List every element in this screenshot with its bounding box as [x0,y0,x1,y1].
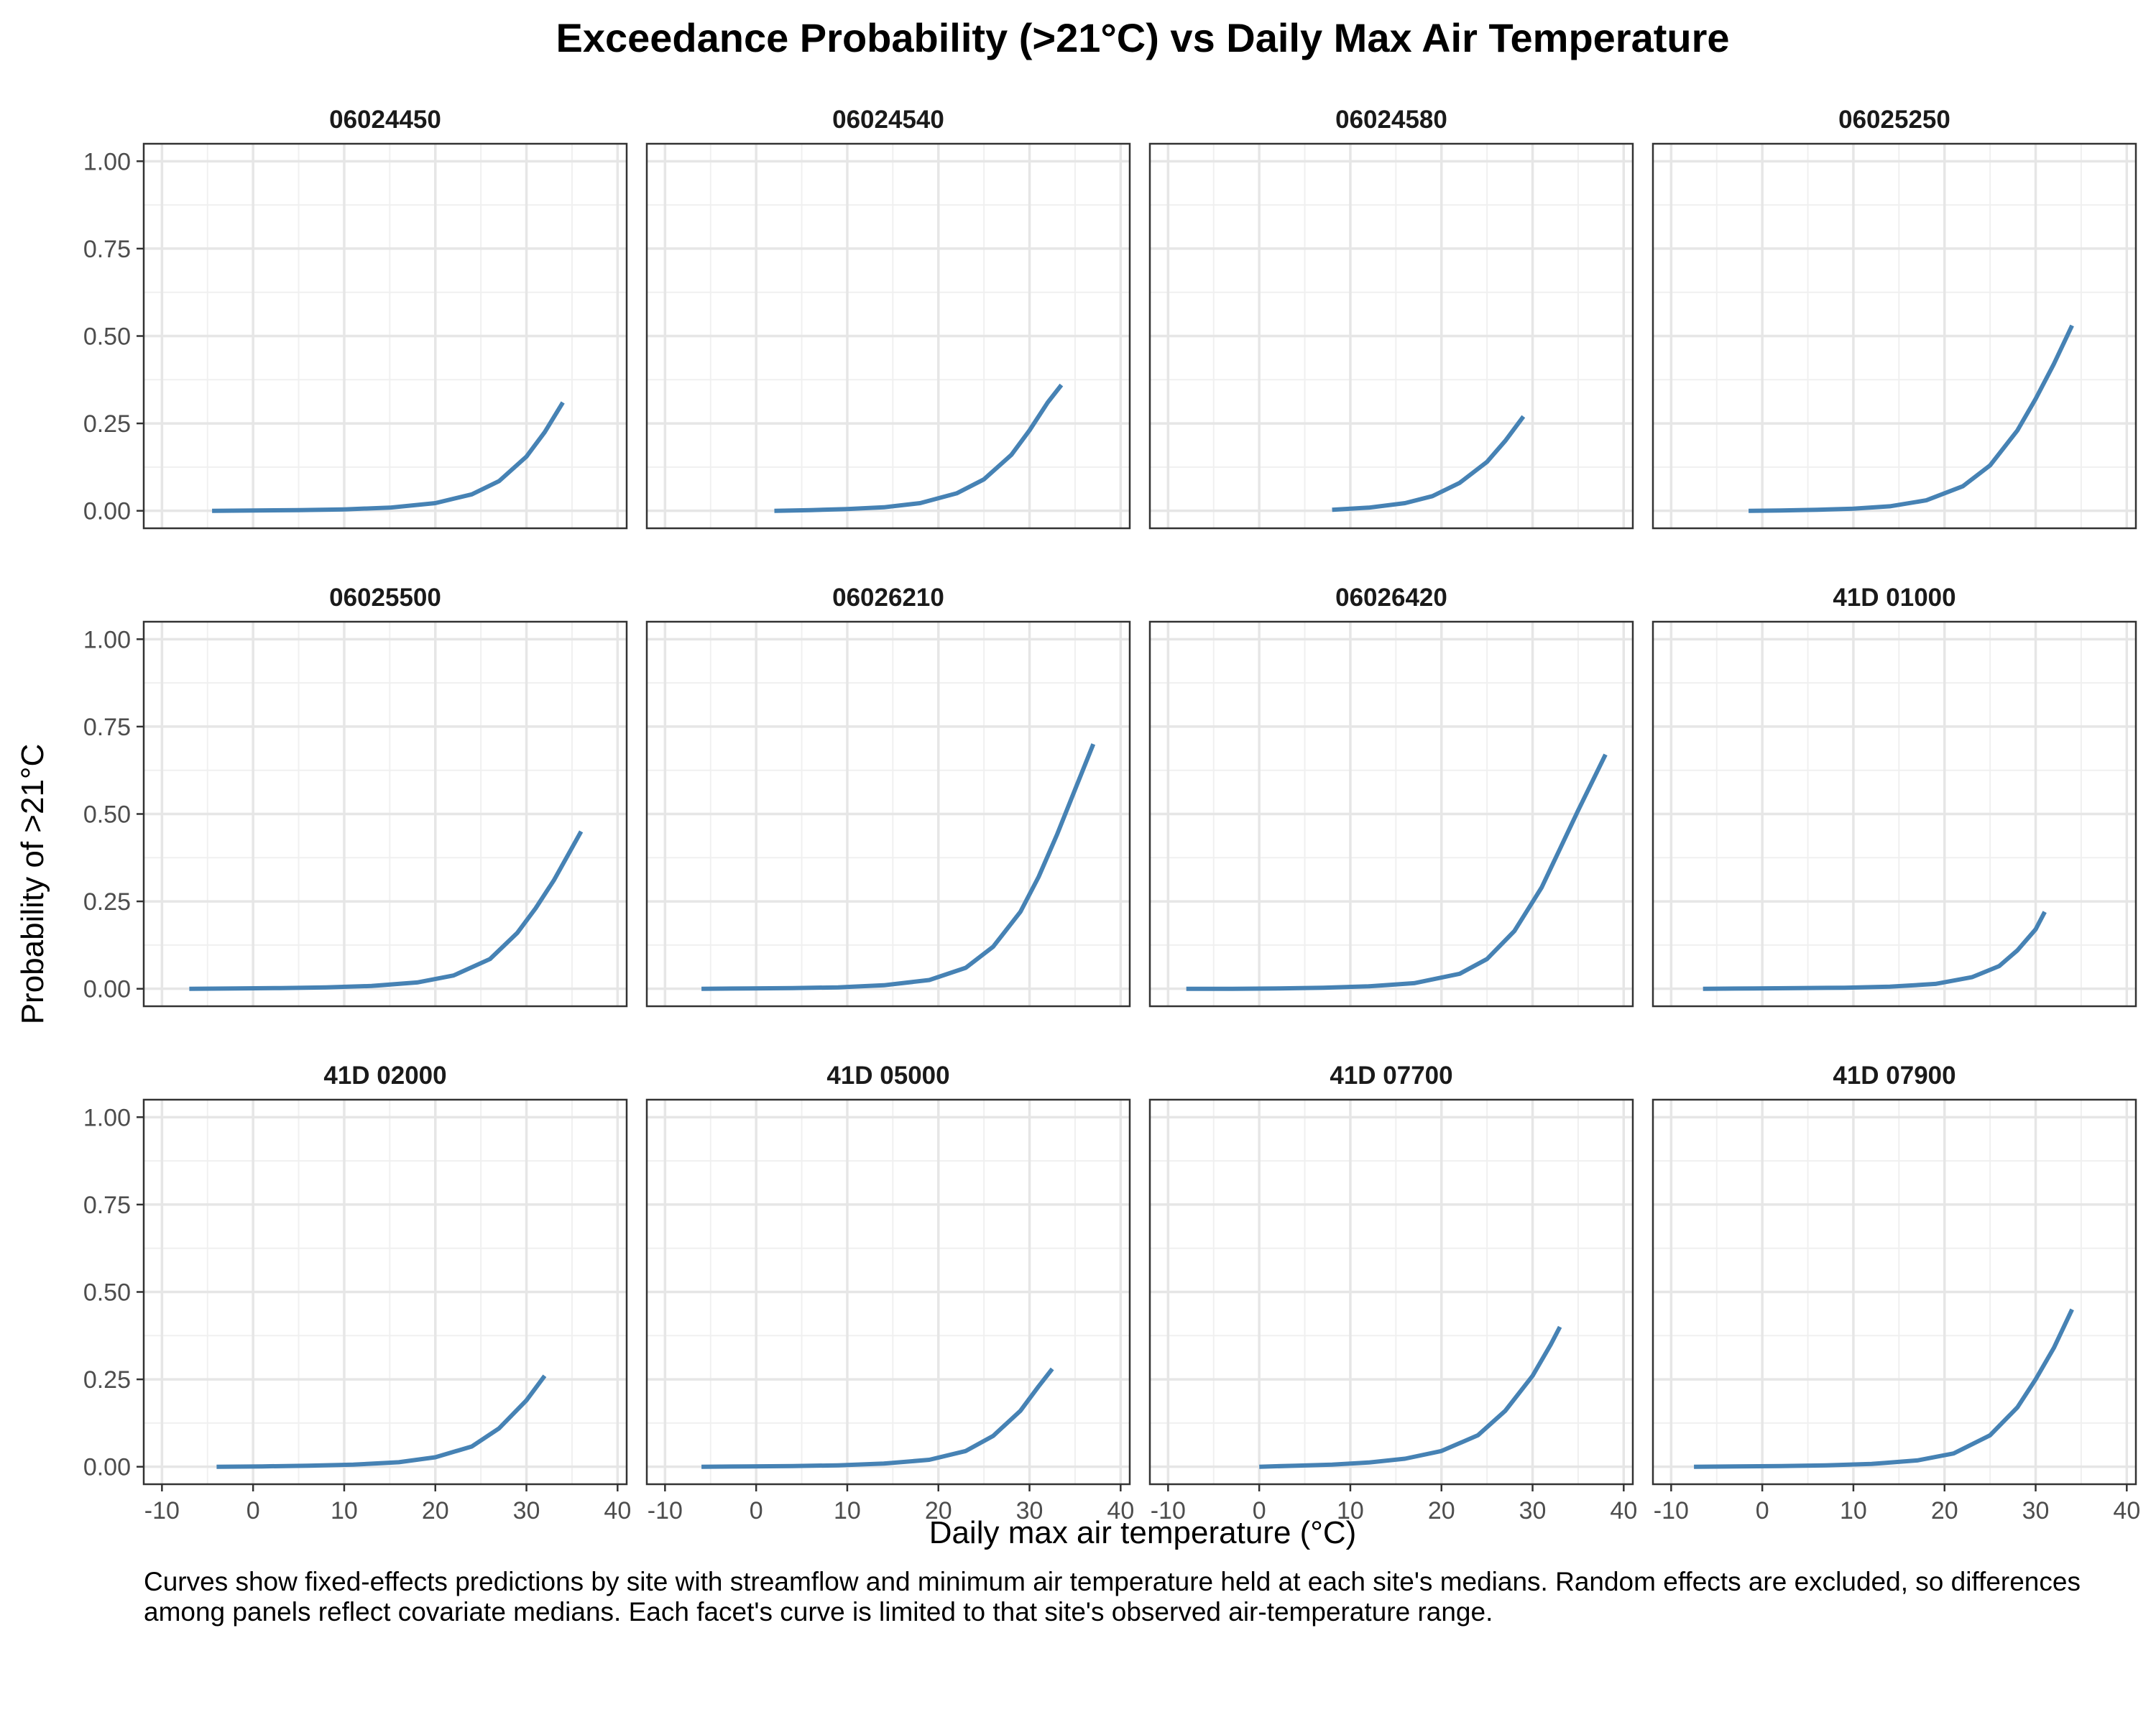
facet-panels: 06024450 0.00 0.25 0.50 0.75 1.00 06024540 0602… [83,106,2140,1524]
probability-curve [701,743,1096,991]
x-tick-label: 0 [247,1497,260,1524]
x-tick-label: 20 [422,1497,449,1524]
x-tick-label: 10 [331,1497,358,1524]
y-tick-label: 0.25 [83,410,131,438]
facet-strip-label: 06025250 [1838,106,1950,134]
facet-strip-label: 41D 07700 [1330,1062,1452,1090]
facet-panel: 41D 01000 [1651,584,2137,1008]
facet-strip-label: 06026420 [1335,584,1447,612]
y-tick-label: 0.50 [83,801,131,829]
x-axis-title: Daily max air temperature (°C) [929,1515,1357,1550]
y-tick-label: 0.75 [83,236,131,263]
y-tick-label: 1.00 [83,626,131,653]
x-tick-label: 30 [1519,1497,1547,1524]
x-tick-label: 0 [1756,1497,1769,1524]
x-tick-label: -10 [648,1497,683,1524]
x-tick-label: 40 [1107,1497,1134,1524]
panel-border [1148,1098,1634,1486]
x-tick-label: -10 [1151,1497,1186,1524]
probability-curve [1694,1308,2074,1469]
y-tick-label: 0.00 [83,976,131,1003]
y-axis-title: Probability of >21°C [15,744,50,1025]
chart-title: Exceedance Probability (>21°C) vs Daily … [556,15,1729,60]
y-tick-label: 0.00 [83,1454,131,1481]
facet-panel: 06024540 [645,106,1131,530]
facet-panel: 06024580 [1148,106,1634,530]
panel-border [1148,142,1634,530]
panel-border [645,142,1131,530]
x-tick-label: 20 [1931,1497,1958,1524]
facet-panel: 06025250 [1651,106,2137,530]
facet-strip-label: 06025500 [329,584,441,612]
facet-strip-label: 06024450 [329,106,441,134]
x-tick-label: -10 [1654,1497,1689,1524]
x-tick-label: 40 [2113,1497,2140,1524]
x-tick-label: -10 [144,1497,180,1524]
x-tick-label: 30 [2022,1497,2050,1524]
x-tick-label: 20 [1428,1497,1455,1524]
x-tick-label: 30 [1016,1497,1044,1524]
x-tick-label: 10 [1337,1497,1364,1524]
facet-panel: 41D 02000 0.00 0.25 0.50 0.75 1.00 -10 0 10 20 30 4… [83,1062,631,1524]
probability-curve [216,1374,547,1469]
panel-border [1148,620,1634,1008]
facet-panel: 41D 07700 -10 0 10 20 30 40 [1148,1062,1637,1524]
x-tick-label: 20 [925,1497,952,1524]
x-tick-label: 10 [834,1497,861,1524]
facet-panel: 06025500 0.00 0.25 0.50 0.75 1.00 [83,584,628,1008]
facet-strip-label: 06024540 [832,106,944,134]
panel-border [1651,620,2137,1008]
panel-border [645,620,1131,1008]
figure-caption: Curves show fixed-effects predictions by… [144,1567,2081,1627]
probability-curve [1332,415,1526,512]
panel-border [645,1098,1131,1486]
facet-strip-label: 41D 02000 [323,1062,446,1090]
facet-strip-label: 06026210 [832,584,944,612]
x-tick-label: 0 [750,1497,763,1524]
probability-curve [774,383,1064,513]
y-tick-label: 1.00 [83,1104,131,1131]
panel-border [1651,1098,2137,1486]
y-tick-label: 0.75 [83,714,131,741]
facet-strip-label: 41D 05000 [826,1062,949,1090]
y-tick-label: 0.00 [83,498,131,525]
facet-panel: 41D 05000 -10 0 10 20 30 40 [645,1062,1134,1524]
x-tick-label: 10 [1840,1497,1867,1524]
facet-panel: 41D 07900 -10 0 10 20 30 40 [1651,1062,2140,1524]
panel-border [1651,142,2137,530]
facet-panel: 06024450 0.00 0.25 0.50 0.75 1.00 [83,106,628,530]
facet-strip-label: 41D 01000 [1833,584,1955,612]
probability-curve [1703,911,2047,991]
probability-curve [1259,1325,1562,1469]
y-tick-label: 0.25 [83,1366,131,1394]
probability-curve [701,1367,1054,1469]
facet-panel: 06026210 [645,584,1131,1008]
x-tick-label: 40 [604,1497,631,1524]
y-tick-label: 0.50 [83,323,131,351]
facet-strip-label: 06024580 [1335,106,1447,134]
y-tick-label: 1.00 [83,148,131,175]
probability-curve [1749,324,2074,513]
x-tick-label: 0 [1253,1497,1266,1524]
facet-panel: 06026420 [1148,584,1634,1008]
x-tick-label: 30 [513,1497,540,1524]
facet-strip-label: 41D 07900 [1833,1062,1955,1090]
probability-curve [189,830,584,991]
y-tick-label: 0.50 [83,1279,131,1307]
y-tick-label: 0.25 [83,888,131,916]
probability-curve [212,401,565,513]
x-tick-label: 40 [1610,1497,1637,1524]
probability-curve [1186,753,1608,991]
y-tick-label: 0.75 [83,1192,131,1219]
